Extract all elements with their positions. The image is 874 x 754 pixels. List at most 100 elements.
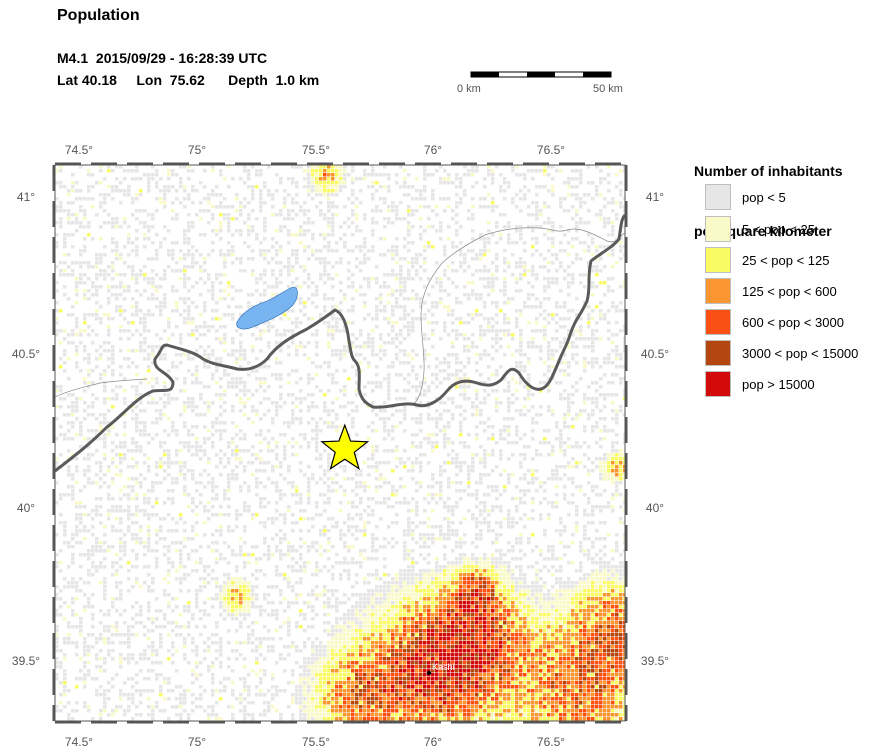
population-cell [623,437,625,441]
population-cell [603,537,607,541]
population-cell [427,353,431,357]
population-cell [279,397,283,401]
population-cell [59,497,63,501]
population-cell [567,285,571,289]
population-cell [363,253,367,257]
population-cell [491,209,495,213]
population-cell [307,405,311,409]
population-cell [151,165,155,169]
population-cell [431,493,435,497]
population-cell [187,493,191,497]
population-cell [295,405,299,409]
population-cell [219,253,223,257]
population-cell [207,437,211,441]
population-cell [507,261,511,265]
population-cell [75,361,79,365]
population-cell [447,421,451,425]
population-cell [535,277,539,281]
population-cell [519,437,523,441]
population-cell [451,209,455,213]
population-cell [607,189,611,193]
population-cell [435,373,439,377]
population-cell [623,253,625,257]
population-cell [431,537,435,541]
population-cell [263,289,267,293]
population-cell [567,317,571,321]
population-cell [119,329,123,333]
population-cell [147,517,151,521]
population-cell [619,245,623,249]
population-cell [527,389,531,393]
population-cell [107,213,111,217]
population-cell [163,401,167,405]
population-cell [547,385,551,389]
population-cell [199,545,203,549]
population-cell [411,441,415,445]
population-cell [267,449,271,453]
population-cell [267,165,271,169]
population-cell [307,489,311,493]
population-cell [111,529,115,533]
population-cell [191,253,195,257]
population-cell [167,473,171,477]
population-cell [607,201,611,205]
population-cell [271,421,275,425]
population-cell [555,269,559,273]
population-cell [459,497,463,501]
population-cell [55,205,59,209]
population-cell [339,317,343,321]
population-cell [271,213,275,217]
population-cell [315,169,319,173]
population-cell [591,489,595,493]
population-cell [495,441,499,445]
population-cell [283,453,287,457]
population-cell [371,185,375,189]
population-cell [451,521,455,525]
population-cell [259,173,263,177]
population-cell [115,385,119,389]
population-cell [539,305,543,309]
population-cell [87,385,91,389]
population-cell [367,337,371,341]
population-cell [151,173,155,177]
population-cell [319,165,323,169]
population-cell [527,361,531,365]
population-cell [219,213,223,217]
population-cell [107,185,111,189]
population-cell [111,189,115,193]
population-cell [123,397,127,401]
population-cell [195,329,199,333]
population-cell [551,189,555,193]
population-cell [419,237,423,241]
population-cell [147,189,151,193]
population-cell [75,533,79,537]
population-cell [603,405,607,409]
population-cell [139,177,143,181]
population-cell [511,393,515,397]
population-cell [451,321,455,325]
population-cell [267,441,271,445]
population-cell [599,257,603,261]
population-cell [443,401,447,405]
population-cell [71,245,75,249]
population-cell [83,281,87,285]
population-cell [403,533,407,537]
population-cell [83,329,87,333]
population-cell [99,377,103,381]
population-cell [567,545,571,549]
population-cell [619,469,623,473]
population-cell [415,385,419,389]
population-cell [359,501,363,505]
population-cell [319,277,323,281]
population-cell [327,329,331,333]
population-cell [455,481,459,485]
population-cell [579,337,583,341]
population-cell [323,193,327,197]
population-cell [519,365,523,369]
population-cell [303,541,307,545]
population-cell [491,389,495,393]
population-cell [71,401,75,405]
population-cell [559,433,563,437]
population-cell [379,209,383,213]
population-cell [487,321,491,325]
